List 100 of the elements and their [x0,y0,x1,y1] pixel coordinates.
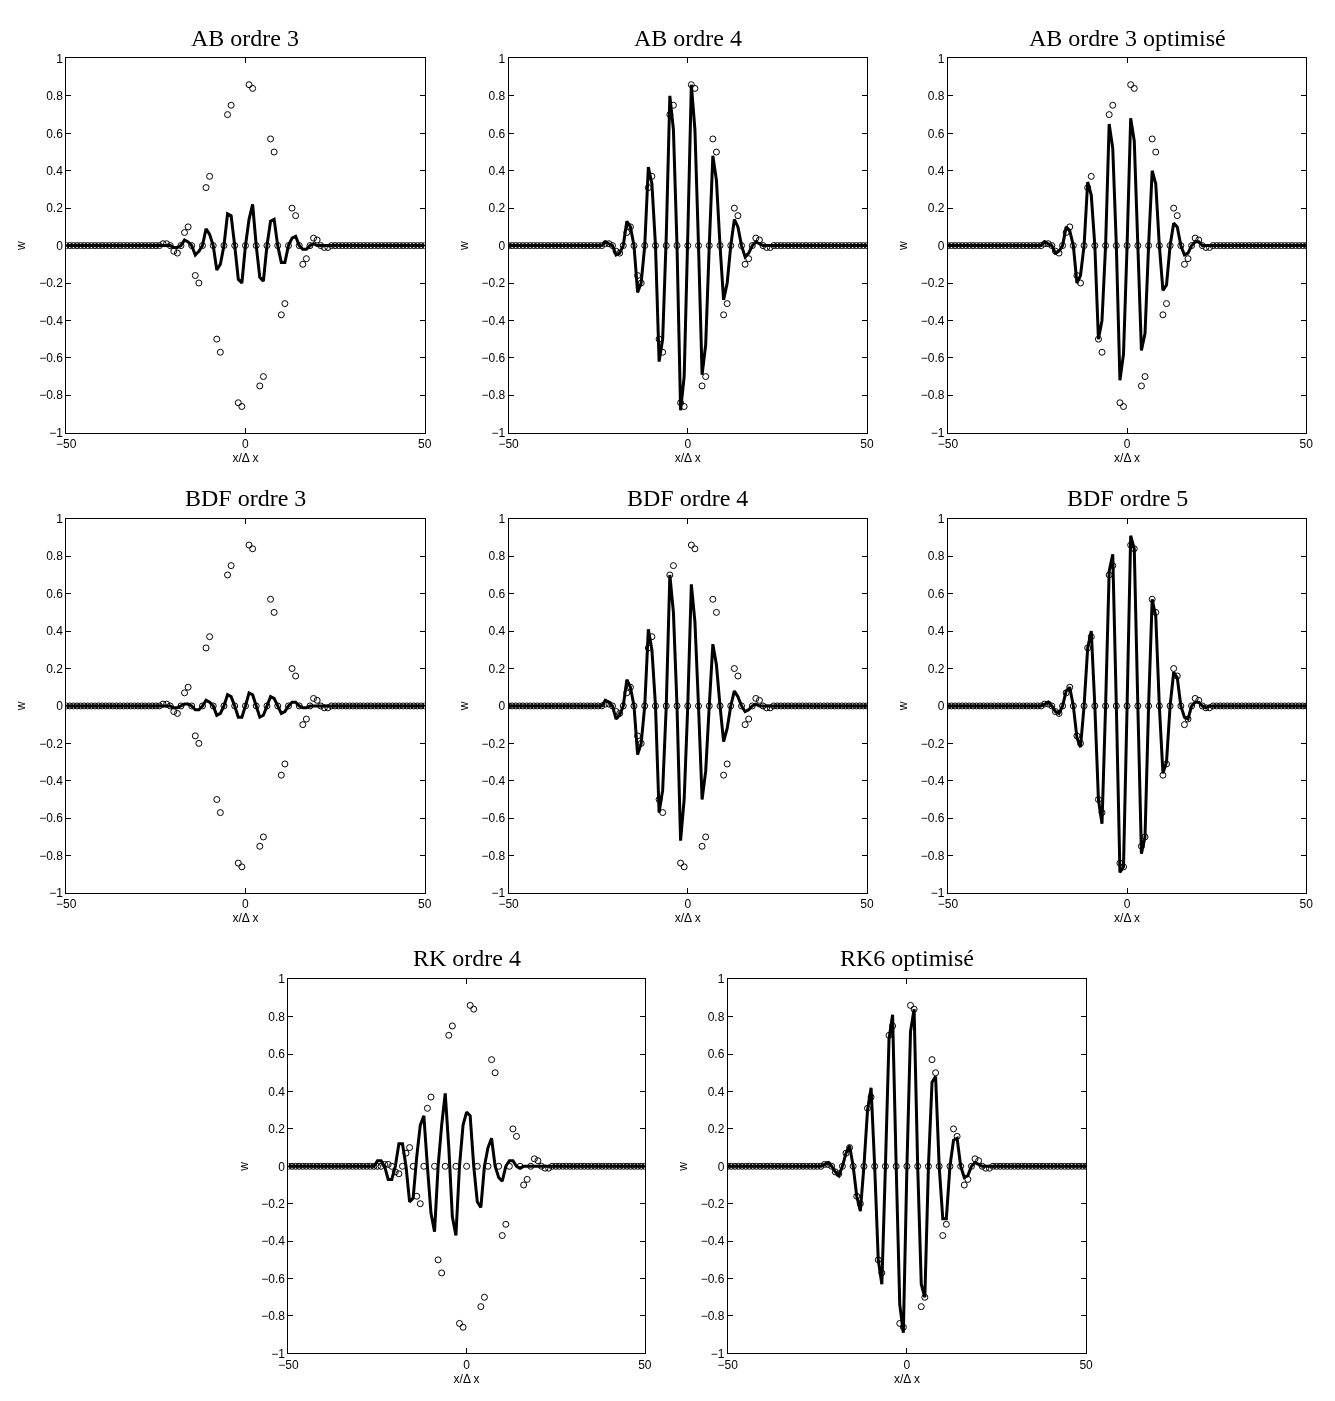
chart-title: BDF ordre 4 [627,485,749,511]
y-tick-label: 0 [717,1159,725,1174]
y-tick-label: 1 [717,972,725,987]
y-tick-label: 0.4 [46,163,64,178]
y-tick-label: −0.2 [481,736,506,751]
x-axis-title: x/Δ x [674,451,701,466]
y-tick-label: −0.8 [481,388,506,403]
y-tick-label: 0.8 [707,1009,725,1024]
y-tick-label: −0.4 [39,773,64,788]
x-axis-title: x/Δ x [893,1371,920,1386]
y-tick-label: −0.4 [920,313,945,328]
x-tick-label: −50 [498,437,520,452]
y-tick-label: 0.4 [488,163,506,178]
y-tick-label: 0.6 [707,1047,725,1062]
y-tick-label: −0.2 [39,276,64,291]
y-tick-label: −0.4 [261,1234,286,1249]
x-tick-label: 50 [417,897,432,912]
x-tick-label: 0 [903,1357,911,1372]
x-tick-label: 50 [1299,897,1314,912]
chart-title: BDF ordre 3 [185,485,307,511]
chart-title: RK6 optimisé [840,945,975,971]
y-tick-label: −0.6 [700,1271,725,1286]
y-tick-label: −0.8 [261,1309,286,1324]
y-tick-label: −1 [930,425,945,440]
y-tick-label: −0.6 [39,351,64,366]
x-tick-label: 0 [684,897,692,912]
y-tick-label: 0.8 [488,89,506,104]
y-tick-label: −0.2 [39,736,64,751]
x-tick-label: 0 [1123,437,1131,452]
y-tick-label: 1 [498,512,506,527]
y-tick-label: 1 [56,51,64,66]
y-tick-label: 0.2 [46,661,64,676]
x-axis-title: x/Δ x [674,911,701,926]
y-tick-label: 1 [498,51,506,66]
y-tick-label: −0.6 [920,811,945,826]
x-tick-label: 50 [860,437,874,452]
y-tick-label: 0.4 [927,624,945,639]
y-tick-label: 0.4 [488,624,506,639]
y-tick-label: 0.6 [46,586,64,601]
y-tick-label: −0.8 [920,388,945,403]
y-tick-label: −0.4 [481,313,506,328]
y-tick-label: 0.2 [488,201,506,216]
x-axis-title: x/Δ x [1114,911,1141,926]
y-tick-label: 0.2 [46,201,64,216]
y-tick-label: 0.8 [927,549,945,564]
x-axis-title: x/Δ x [232,911,259,926]
y-tick-label: −0.2 [481,276,506,291]
chart-title: AB ordre 4 [634,25,742,51]
x-tick-label: 50 [1299,437,1314,452]
y-tick-label: 0.4 [268,1084,286,1099]
y-axis-title: w [456,240,471,251]
x-tick-label: 50 [638,1357,652,1372]
x-axis-title: x/Δ x [453,1371,480,1386]
x-axis-title: x/Δ x [232,451,259,466]
y-tick-label: −0.2 [920,276,945,291]
y-tick-label: −0.8 [920,848,945,863]
y-tick-label: −0.8 [39,388,64,403]
y-tick-label: −0.6 [481,811,506,826]
y-tick-label: 1 [278,972,286,987]
y-tick-label: 0.4 [707,1084,725,1099]
y-tick-label: −0.4 [920,773,945,788]
y-tick-label: −0.4 [700,1234,725,1249]
y-tick-label: −0.8 [39,848,64,863]
x-tick-label: 0 [463,1357,471,1372]
y-tick-label: 1 [937,512,945,527]
y-tick-label: −1 [49,425,64,440]
x-tick-label: 0 [1123,897,1131,912]
y-tick-label: 0 [937,699,945,714]
x-tick-label: 0 [242,437,250,452]
y-tick-label: 0 [56,238,64,253]
y-tick-label: −0.2 [261,1196,286,1211]
y-tick-label: 0.2 [268,1122,286,1137]
x-tick-label: −50 [937,437,959,452]
y-tick-label: 0.8 [46,549,64,564]
y-tick-label: −0.4 [481,773,506,788]
y-tick-label: 1 [56,512,64,527]
y-tick-label: 0.2 [927,201,945,216]
y-tick-label: −0.6 [481,351,506,366]
y-tick-label: 0 [498,699,506,714]
x-tick-label: −50 [56,437,77,452]
y-tick-label: −0.8 [481,848,506,863]
y-tick-label: 0.2 [707,1122,725,1137]
x-tick-label: 0 [242,897,250,912]
y-tick-label: 0.6 [488,586,506,601]
y-tick-label: −0.4 [39,313,64,328]
y-tick-label: 0 [937,238,945,253]
y-tick-label: 0 [278,1159,286,1174]
y-tick-label: 0.4 [927,163,945,178]
chart-title: AB ordre 3 [191,25,299,51]
y-tick-label: 0.8 [268,1009,286,1024]
x-tick-label: 50 [417,437,432,452]
y-tick-label: 0.4 [46,624,64,639]
y-tick-label: −0.8 [700,1309,725,1324]
chart-title: RK ordre 4 [413,945,521,971]
y-tick-label: −0.2 [920,736,945,751]
y-tick-label: −1 [491,425,506,440]
y-tick-label: 0 [56,699,64,714]
y-tick-label: 0.8 [46,89,64,104]
y-tick-label: 0.8 [488,549,506,564]
y-axis-title: w [675,1161,690,1172]
